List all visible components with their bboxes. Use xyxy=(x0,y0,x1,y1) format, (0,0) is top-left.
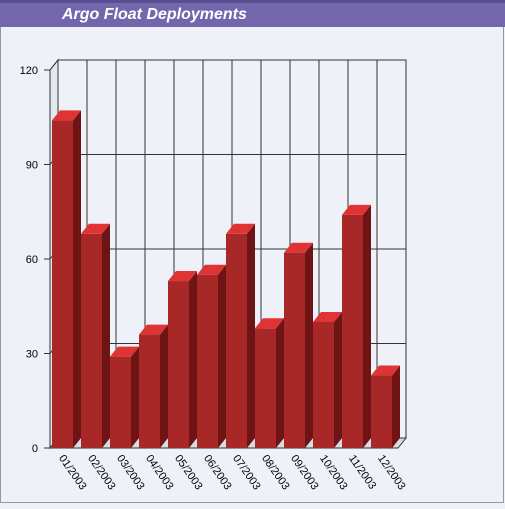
bar-front xyxy=(226,233,247,448)
bar xyxy=(255,318,284,448)
bar xyxy=(197,264,226,448)
bar-front xyxy=(52,120,73,449)
y-tick-label: 120 xyxy=(20,65,38,77)
bar-side xyxy=(305,242,313,448)
bar-front xyxy=(139,334,160,448)
bar-front xyxy=(371,375,392,448)
bar-side xyxy=(392,365,400,448)
grid-line xyxy=(49,59,406,71)
bar xyxy=(81,223,110,448)
bar xyxy=(371,365,400,448)
y-tick-label: 0 xyxy=(32,443,38,455)
bar-top xyxy=(168,271,197,282)
header-edge xyxy=(0,0,505,3)
bar-top xyxy=(197,264,226,275)
bar-front xyxy=(255,328,276,448)
bar-top xyxy=(110,346,139,357)
bar-top xyxy=(313,312,342,322)
bar xyxy=(342,204,371,448)
bar-side xyxy=(247,223,255,448)
chart-title: Argo Float Deployments xyxy=(61,6,247,23)
bar xyxy=(52,110,81,449)
bar-top xyxy=(139,324,168,335)
bar-top xyxy=(342,204,371,215)
bar-front xyxy=(284,252,305,448)
bar-front xyxy=(168,281,189,448)
bar xyxy=(168,271,197,448)
bar-front xyxy=(81,233,102,448)
bar-top xyxy=(255,318,284,329)
bar-side xyxy=(218,264,226,448)
bar-top xyxy=(226,223,255,234)
bar xyxy=(284,242,313,448)
bar-top xyxy=(52,110,81,121)
bar-side xyxy=(334,312,342,448)
bar-side xyxy=(102,223,110,448)
bar-side xyxy=(160,324,168,448)
bar-side xyxy=(73,110,81,449)
y-tick-label: 60 xyxy=(26,254,38,266)
bar-top xyxy=(81,223,110,234)
bar-side xyxy=(276,318,284,448)
bar xyxy=(313,312,342,448)
bar-front xyxy=(110,356,131,448)
bar xyxy=(139,324,168,448)
bar-front xyxy=(342,214,363,448)
bar-side xyxy=(189,271,197,448)
y-tick-label: 30 xyxy=(26,349,38,361)
bar xyxy=(110,346,139,448)
bar-front xyxy=(313,322,334,448)
y-tick-label: 90 xyxy=(26,160,38,172)
bar-front xyxy=(197,274,218,448)
bar-top xyxy=(284,242,313,253)
bar-side xyxy=(363,204,371,448)
bar-side xyxy=(131,346,139,448)
bar-top xyxy=(371,365,400,376)
header-bar xyxy=(0,0,505,27)
bar xyxy=(226,223,255,448)
